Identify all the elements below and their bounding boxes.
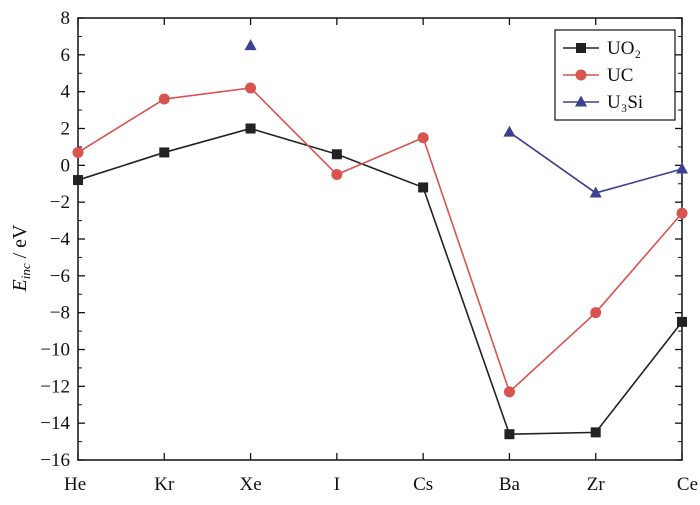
- legend-marker: [575, 69, 587, 81]
- data-point: [676, 162, 688, 174]
- x-tick-label-ba: Ba: [499, 474, 521, 495]
- data-point: [503, 125, 516, 137]
- data-point: [503, 386, 515, 398]
- x-tick-label-xe: Xe: [239, 474, 261, 495]
- x-tick-label-kr: Kr: [154, 474, 175, 495]
- data-point: [245, 82, 257, 94]
- data-point: [73, 175, 83, 186]
- y-tick-label: −2: [50, 192, 70, 213]
- data-point: [590, 307, 602, 319]
- data-point: [244, 39, 257, 51]
- legend-label: U₃Si: [607, 92, 643, 113]
- series-line: [508, 131, 683, 194]
- y-tick-label: −4: [50, 229, 71, 250]
- series-line: [77, 87, 683, 394]
- x-axis-ticks: He Kr Xe I Cs Ba Zr Ce: [64, 18, 698, 495]
- legend-item: U₃Si: [563, 92, 643, 113]
- data-point: [331, 149, 342, 160]
- legend-item: UC: [563, 65, 633, 86]
- data-point: [331, 169, 343, 181]
- legend-item: UO₂: [563, 38, 641, 59]
- y-tick-label: 8: [61, 8, 71, 29]
- y-tick-label: −16: [40, 450, 70, 471]
- data-point: [504, 429, 515, 440]
- y-tick-label: 2: [61, 119, 71, 140]
- series-1: [73, 123, 687, 440]
- data-point: [590, 427, 601, 438]
- data-point: [158, 93, 170, 105]
- legend-label: UC: [607, 65, 633, 86]
- data-point: [676, 207, 688, 219]
- data-point: [418, 182, 429, 193]
- legend-marker: [575, 95, 587, 107]
- data-point: [245, 123, 256, 134]
- y-tick-label: 0: [61, 155, 71, 176]
- y-tick-label: 4: [61, 82, 71, 103]
- y-tick-label: −10: [40, 340, 70, 361]
- series-3: [244, 39, 688, 198]
- y-tick-label: −12: [40, 376, 70, 397]
- x-tick-label-i: I: [334, 474, 340, 495]
- y-tick-label: −14: [40, 413, 70, 434]
- data-point: [159, 147, 170, 158]
- y-axis-ticks: −16 −14 −12 −10 −8 −6 −4 −2 0 2 4 6 8: [40, 8, 682, 471]
- legend-marker: [576, 43, 586, 53]
- data-point: [72, 146, 84, 158]
- data-point: [417, 132, 429, 144]
- series-2: [72, 82, 688, 398]
- legend-label: UO₂: [607, 38, 641, 59]
- x-tick-label-cs: Cs: [413, 474, 433, 495]
- y-tick-label: −8: [50, 303, 70, 324]
- x-tick-label-ce: Ce: [677, 474, 698, 495]
- series-layer: [72, 39, 688, 440]
- y-tick-label: −6: [50, 266, 70, 287]
- data-point: [677, 316, 687, 327]
- x-tick-label-zr: Zr: [587, 474, 606, 495]
- data-point: [589, 186, 602, 198]
- legend: UO₂ UC U₃Si: [554, 29, 676, 121]
- y-axis-label: Einc / eV: [9, 224, 33, 293]
- y-tick-label: 6: [61, 45, 71, 66]
- x-tick-label-he: He: [64, 474, 86, 495]
- series-line: [77, 127, 683, 436]
